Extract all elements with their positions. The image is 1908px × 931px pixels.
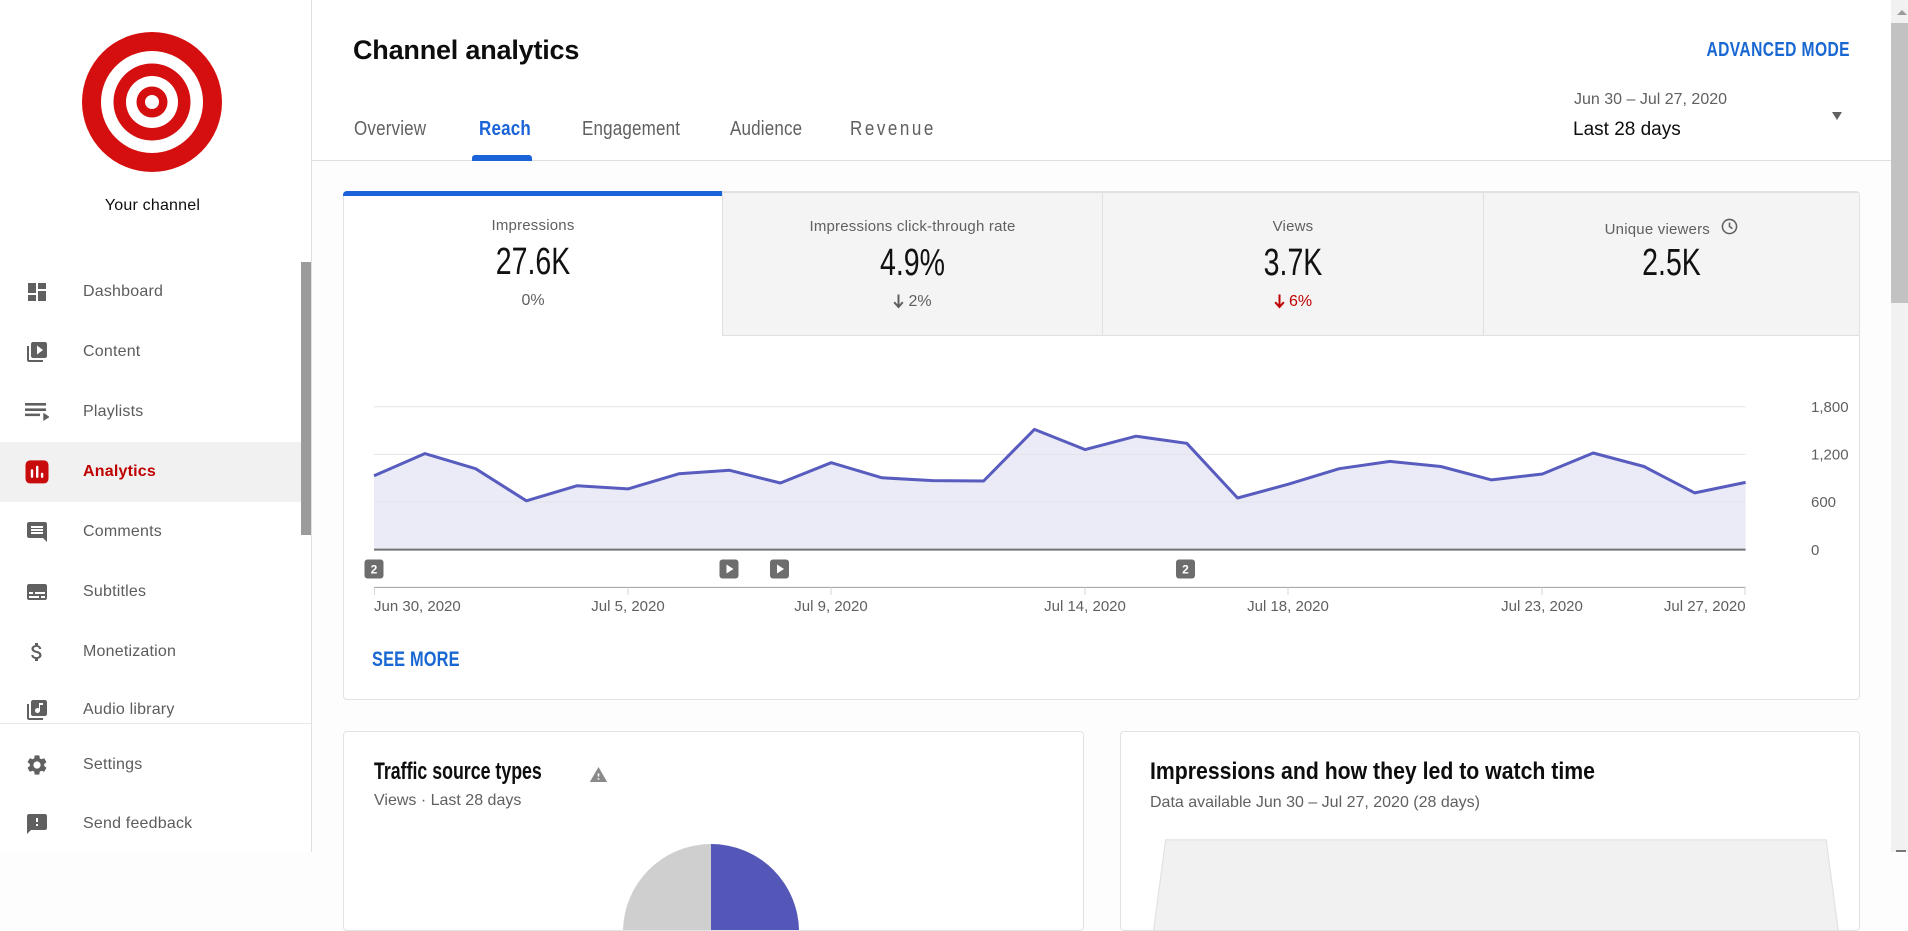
svg-text:1,800: 1,800 bbox=[1811, 399, 1849, 416]
svg-text:2: 2 bbox=[1182, 563, 1189, 577]
svg-text:Jul 9, 2020: Jul 9, 2020 bbox=[794, 598, 867, 615]
svg-text:Jun 30, 2020: Jun 30, 2020 bbox=[374, 598, 461, 615]
svg-text:Jul 14, 2020: Jul 14, 2020 bbox=[1044, 598, 1126, 615]
svg-text:Jul 18, 2020: Jul 18, 2020 bbox=[1247, 598, 1329, 615]
svg-text:600: 600 bbox=[1811, 494, 1836, 511]
svg-text:2: 2 bbox=[371, 563, 378, 577]
svg-text:Jul 27, 2020: Jul 27, 2020 bbox=[1664, 598, 1746, 615]
svg-text:Jul 23, 2020: Jul 23, 2020 bbox=[1501, 598, 1583, 615]
svg-text:0: 0 bbox=[1811, 542, 1819, 559]
svg-text:1,200: 1,200 bbox=[1811, 447, 1849, 464]
svg-text:Jul 5, 2020: Jul 5, 2020 bbox=[591, 598, 664, 615]
